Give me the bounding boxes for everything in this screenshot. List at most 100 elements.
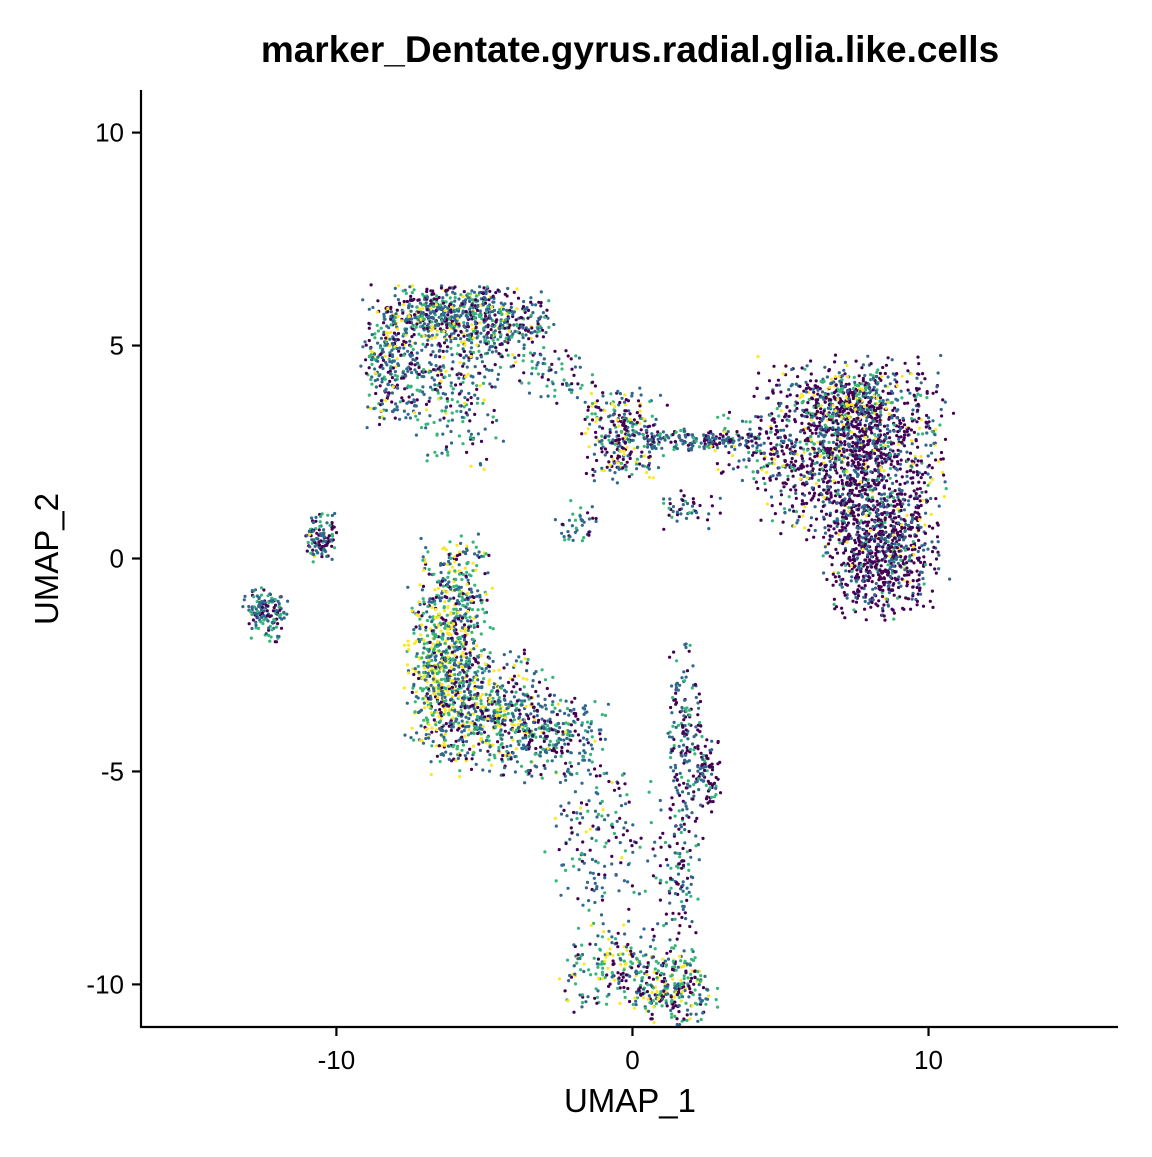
data-point [515, 324, 519, 328]
data-point [873, 586, 878, 590]
data-point [876, 468, 880, 472]
data-point [909, 559, 914, 563]
data-point [364, 358, 368, 362]
data-point [867, 601, 871, 605]
data-point [887, 591, 892, 595]
data-point [459, 372, 463, 376]
data-point [579, 506, 583, 510]
data-point [429, 362, 433, 366]
data-point [868, 396, 873, 400]
data-point [780, 449, 784, 453]
data-point [269, 635, 273, 639]
data-point [795, 406, 799, 411]
data-point [769, 441, 773, 446]
data-point [429, 385, 433, 389]
data-point [924, 425, 928, 429]
data-point [833, 464, 837, 469]
data-point [462, 332, 466, 336]
data-point [927, 416, 931, 420]
data-point [873, 437, 878, 441]
data-point [397, 349, 401, 353]
data-point [853, 559, 857, 563]
data-point [539, 353, 543, 357]
data-point [640, 450, 644, 454]
data-point [612, 451, 616, 455]
data-point [250, 626, 254, 631]
data-point [269, 599, 273, 603]
data-point [259, 608, 263, 612]
data-point [308, 545, 312, 549]
data-point [892, 499, 896, 503]
data-point [449, 332, 454, 336]
data-point [632, 418, 637, 422]
data-point [917, 518, 922, 522]
data-point [759, 415, 763, 419]
data-point [678, 436, 682, 440]
data-point [317, 528, 321, 532]
data-point [438, 348, 442, 352]
data-point [843, 548, 848, 553]
data-point [699, 441, 703, 445]
data-point [888, 436, 892, 440]
data-point [658, 433, 662, 437]
data-point [821, 412, 825, 416]
data-point [926, 547, 930, 551]
data-point [853, 538, 857, 542]
data-point [390, 376, 394, 380]
data-point [756, 486, 760, 491]
data-point [504, 336, 508, 340]
data-point [901, 502, 905, 506]
data-point [435, 297, 439, 301]
data-point [617, 441, 621, 445]
data-point [932, 441, 936, 445]
data-point [730, 445, 734, 449]
data-point [521, 305, 526, 309]
data-point [728, 440, 732, 444]
data-point [854, 434, 858, 438]
data-point [494, 291, 498, 295]
data-point [274, 608, 279, 613]
data-point [894, 397, 898, 401]
data-point [857, 449, 862, 453]
data-point [892, 423, 896, 427]
data-point [807, 386, 811, 390]
data-point [869, 470, 873, 474]
data-point [839, 382, 843, 386]
data-point [825, 453, 830, 458]
data-point [925, 396, 929, 400]
data-point [646, 445, 650, 449]
data-point [564, 349, 568, 353]
data-point [441, 349, 445, 353]
data-point [919, 418, 924, 422]
data-point [873, 468, 877, 472]
data-point [466, 325, 470, 329]
data-point [805, 538, 809, 542]
data-point [434, 303, 438, 307]
data-point [395, 357, 399, 361]
data-point [865, 408, 870, 413]
data-point [838, 501, 843, 505]
data-point [842, 450, 846, 454]
data-point [594, 430, 598, 434]
data-point [831, 501, 835, 505]
data-point [512, 323, 516, 327]
data-point [850, 575, 854, 579]
data-point [891, 441, 896, 445]
data-point [906, 597, 911, 601]
data-point [702, 445, 706, 449]
data-point [922, 548, 926, 552]
data-point [395, 408, 399, 412]
data-point [370, 333, 374, 337]
data-point [396, 327, 400, 331]
data-point [462, 290, 466, 294]
data-point [449, 340, 453, 344]
data-point [851, 503, 856, 507]
data-point [398, 400, 402, 404]
data-point [855, 526, 859, 530]
data-point [422, 317, 426, 321]
data-point [854, 407, 858, 412]
data-point [452, 331, 456, 335]
data-point [593, 443, 598, 447]
data-point [622, 412, 627, 416]
data-point [930, 477, 934, 482]
